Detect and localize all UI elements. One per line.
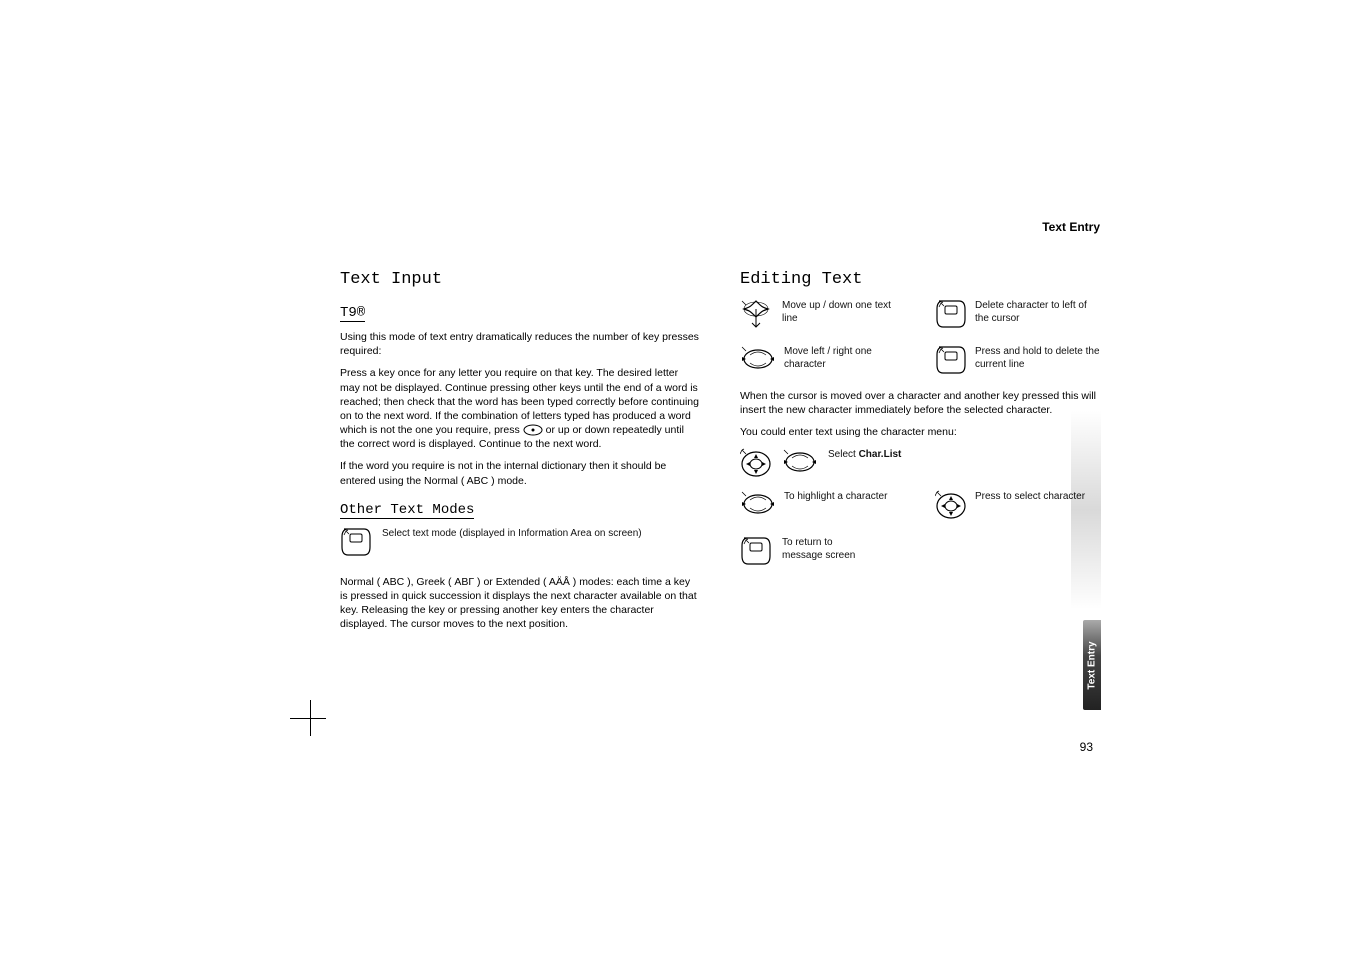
- nav-updown-icon: [740, 299, 774, 331]
- softkey-icon: [935, 299, 967, 329]
- edit-row-1: Move up / down one text line Delete char…: [740, 299, 1100, 331]
- caption-select-charlist: Select Char.List: [828, 448, 901, 461]
- softkey-icon: [340, 527, 372, 557]
- softkey-icon: [935, 345, 967, 375]
- t9-paragraph-1: Using this mode of text entry dramatical…: [340, 330, 700, 358]
- crop-mark: [290, 718, 326, 719]
- section-header: Text Entry: [1042, 220, 1100, 234]
- t9-paragraph-2: Press a key once for any letter you requ…: [340, 366, 700, 451]
- nav-leftright-icon: [740, 345, 776, 373]
- caption-move-leftright: Move left / right one character: [784, 345, 905, 371]
- nav-leftright-icon: [740, 490, 776, 518]
- caption-press-select-char: Press to select character: [975, 490, 1085, 503]
- side-tab: Text Entry: [1083, 620, 1101, 710]
- row-select-text-mode: Select text mode (displayed in Informati…: [340, 527, 700, 557]
- caption-return-message: To return to message screen: [782, 536, 862, 562]
- page-content: Text Entry Text Input T9® Using this mod…: [340, 220, 1100, 639]
- nav-center-icon: [740, 448, 772, 480]
- nav-center-icon: [935, 490, 967, 522]
- row-charlist: Select Char.List: [740, 448, 1100, 480]
- right-column: Editing Text Move up / down one text lin…: [740, 270, 1100, 639]
- caption-highlight-char: To highlight a character: [784, 490, 887, 503]
- nav-leftright-icon: [782, 448, 818, 476]
- caption-select-text-mode: Select text mode (displayed in Informati…: [382, 527, 642, 540]
- insert-char-paragraph: When the cursor is moved over a characte…: [740, 389, 1100, 417]
- char-menu-intro: You could enter text using the character…: [740, 425, 1100, 439]
- row-return-message: To return to message screen: [740, 536, 1100, 566]
- heading-editing-text: Editing Text: [740, 270, 1100, 289]
- heading-other-modes: Other Text Modes: [340, 502, 474, 519]
- normal-modes-paragraph: Normal ( ABC ), Greek ( ΑΒΓ ) or Extende…: [340, 575, 700, 632]
- left-column: Text Input T9® Using this mode of text e…: [340, 270, 700, 639]
- caption-hold-delete-line: Press and hold to delete the current lin…: [975, 345, 1100, 371]
- page-number: 93: [1080, 740, 1093, 754]
- caption-move-updown: Move up / down one text line: [782, 299, 905, 325]
- edit-row-2: Move left / right one character Press an…: [740, 345, 1100, 375]
- heading-t9: T9®: [340, 305, 365, 322]
- side-tab-label: Text Entry: [1087, 641, 1098, 689]
- row-highlight-select: To highlight a character Press to select…: [740, 490, 1100, 522]
- oval-key-icon: [523, 424, 543, 436]
- caption-delete-char: Delete character to left of the cursor: [975, 299, 1100, 325]
- t9-paragraph-3: If the word you require is not in the in…: [340, 459, 700, 487]
- heading-text-input: Text Input: [340, 270, 700, 289]
- softkey-icon: [740, 536, 772, 566]
